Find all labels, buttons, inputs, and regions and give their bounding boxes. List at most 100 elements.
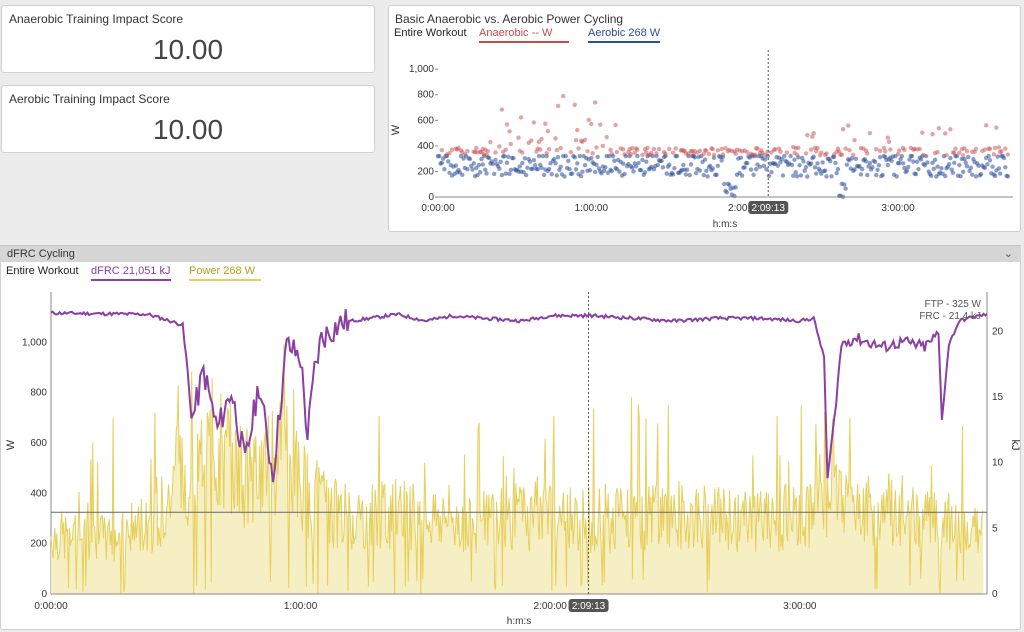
dfrc-range-label: Entire Workout — [6, 265, 79, 277]
anaerobic-point — [640, 152, 645, 158]
anaerobic-point — [485, 149, 491, 154]
aerobic-point — [962, 156, 967, 162]
aerobic-point — [504, 160, 510, 165]
scatter-chart-title: Basic Anaerobic vs. Aerobic Power Cyclin… — [395, 12, 624, 26]
legend-dfrc[interactable]: dFRC 21,051 kJ — [91, 265, 171, 281]
anaerobic-point — [497, 144, 502, 149]
aerobic-point — [539, 165, 544, 170]
aerobic-point — [502, 153, 507, 159]
aerobic-point — [705, 174, 710, 179]
aerobic-point — [636, 160, 641, 166]
chevron-down-icon[interactable]: ⌄ — [1003, 248, 1013, 260]
anaerobic-point — [701, 151, 706, 156]
aerobic-point — [577, 153, 583, 159]
aerobic-point — [714, 172, 719, 178]
aerobic-point — [610, 153, 616, 159]
anaerobic-score-value: 10.00 — [152, 34, 224, 65]
anaerobic-point — [590, 151, 595, 156]
anaerobic-point — [885, 135, 890, 140]
dfrc-y-left-label: W — [5, 439, 17, 450]
aerobic-point — [580, 169, 585, 174]
aerobic-point — [913, 171, 919, 177]
aerobic-point — [897, 161, 902, 166]
aerobic-point — [995, 154, 1000, 159]
anaerobic-point — [628, 151, 634, 157]
anaerobic-point — [508, 141, 514, 147]
anaerobic-point — [895, 151, 901, 157]
aerobic-point — [617, 169, 622, 174]
aerobic-point — [697, 168, 703, 173]
anaerobic-point — [558, 145, 563, 151]
aerobic-point — [812, 165, 818, 170]
aerobic-point — [824, 174, 829, 179]
aerobic-point — [899, 153, 905, 159]
anaerobic-score-title: Anaerobic Training Impact Score — [9, 12, 184, 26]
anaerobic-point — [474, 145, 479, 151]
aerobic-point — [952, 160, 957, 165]
anaerobic-point — [604, 134, 609, 140]
anaerobic-point — [568, 149, 574, 155]
aerobic-point — [582, 162, 588, 168]
aerobic-point — [808, 161, 814, 166]
aerobic-point — [863, 159, 869, 164]
aerobic-point — [757, 164, 763, 170]
anaerobic-point — [936, 126, 942, 131]
frc-annotation: FRC - 21.4 kJ — [919, 311, 981, 322]
anaerobic-point — [745, 149, 750, 155]
aerobic-point — [453, 163, 459, 168]
anaerobic-point — [824, 151, 829, 156]
aerobic-point — [835, 166, 841, 172]
anaerobic-point — [752, 152, 758, 157]
aerobic-point — [701, 172, 706, 178]
scatter-x-tick: 1:00:00 — [575, 203, 609, 214]
anaerobic-point — [948, 127, 953, 132]
aerobic-point — [762, 157, 768, 162]
aerobic-point — [672, 166, 677, 171]
aerobic-point — [985, 162, 990, 167]
aerobic-point — [506, 154, 511, 159]
aerobic-point — [742, 165, 747, 170]
anaerobic-point — [529, 138, 534, 143]
anaerobic-point — [645, 145, 650, 151]
legend-aerobic[interactable]: Aerobic 268 W — [588, 27, 660, 43]
aerobic-point — [527, 159, 533, 164]
dfrc-y-right-tick: 10 — [992, 458, 1004, 469]
anaerobic-point — [720, 152, 726, 157]
aerobic-point — [796, 155, 801, 160]
anaerobic-point — [960, 153, 966, 158]
anaerobic-point — [773, 147, 778, 152]
dfrc-y-left-tick: 200 — [30, 539, 47, 550]
dfrc-y-left-tick: 0 — [41, 589, 47, 600]
aerobic-point — [659, 158, 664, 164]
legend-power[interactable]: Power 268 W — [189, 265, 261, 281]
anaerobic-point — [805, 132, 810, 138]
ftp-annotation: FTP - 325 W — [925, 299, 982, 310]
aerobic-point — [558, 164, 563, 170]
svg-text:2:09:13: 2:09:13 — [752, 203, 786, 214]
aerobic-point — [907, 157, 912, 162]
aerobic-point — [722, 181, 727, 187]
anaerobic-point — [902, 147, 907, 153]
aerobic-point — [681, 162, 686, 168]
anaerobic-point — [840, 126, 846, 132]
aerobic-point — [930, 160, 935, 166]
aerobic-point — [748, 167, 754, 172]
aerobic-point — [640, 157, 645, 163]
aerobic-point — [880, 172, 885, 178]
dfrc-panel-header[interactable]: dFRC Cycling ⌄ — [0, 245, 1021, 263]
aerobic-point — [503, 171, 508, 176]
aerobic-point — [541, 172, 547, 178]
aerobic-point — [797, 163, 802, 168]
legend-anaerobic[interactable]: Anaerobic -- W — [479, 27, 569, 43]
anaerobic-point — [598, 122, 603, 127]
anaerobic-point — [582, 137, 588, 142]
dfrc-chart[interactable]: 0 200 400 600 800 1,000 0 5 10 15 20 0:00:00 1:00:00… — [1, 280, 1020, 630]
anaerobic-point — [516, 135, 521, 140]
anaerobic-point — [656, 146, 662, 152]
aerobic-point — [794, 174, 800, 179]
anaerobic-point — [586, 117, 591, 123]
anaerobic-point — [447, 150, 452, 156]
aerobic-point — [475, 172, 480, 178]
anaerobic-point — [796, 145, 801, 151]
scatter-chart[interactable]: 0 200 400 600 800 1,000 0:00:00 1:00:00 2:00:00 3… — [389, 42, 1020, 232]
